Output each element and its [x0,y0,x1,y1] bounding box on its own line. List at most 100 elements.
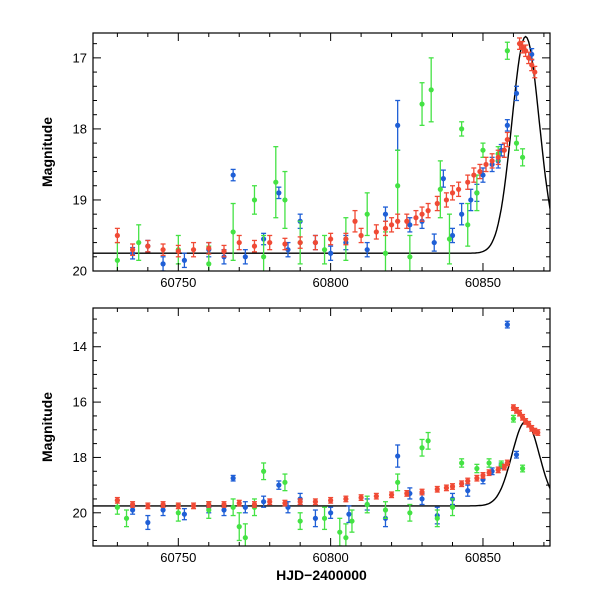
data-point [364,495,370,514]
data-point [276,186,282,200]
x-tick-label: 60800 [313,275,349,290]
data-point [145,502,151,510]
data-point [419,206,425,222]
data-point [242,523,248,546]
data-point [474,474,480,482]
data-point [495,149,501,166]
data-point [373,492,379,500]
data-point [404,213,410,230]
data-point [267,234,273,251]
y-axis-label: Magnitude [39,392,55,462]
data-point [468,188,474,212]
data-point [413,209,419,226]
y-tick-label: 14 [73,339,87,354]
data-point [261,495,267,508]
data-point [459,480,465,488]
data-point [373,224,379,240]
y-tick-label: 18 [73,121,87,136]
y-tick-label: 18 [73,450,87,465]
data-point [282,170,288,230]
plot-frame [92,32,551,272]
data-point [449,227,456,244]
y-tick-label: 19 [73,192,87,207]
data-point [382,231,389,271]
data-point [449,498,456,517]
data-point [321,234,328,265]
data-point [251,185,258,215]
x-axis-label: HJD−2400000 [276,567,367,583]
data-point [364,192,370,237]
data-point [175,502,181,510]
data-point [321,506,328,531]
data-point [480,142,486,158]
data-point [145,239,151,253]
data-point [535,429,541,436]
data-point [343,495,349,503]
data-point [504,459,510,467]
data-point [206,241,212,255]
x-tick-label: 60800 [313,550,349,565]
data-point [529,47,535,61]
data-point [395,99,401,151]
data-point [221,244,227,258]
data-point [297,236,303,249]
data-point [388,491,395,499]
data-point [328,232,334,246]
data-point [206,501,212,508]
data-point [328,496,334,504]
model-curve [93,35,550,254]
data-point [221,501,227,508]
data-point [519,464,526,473]
data-point [388,217,395,233]
data-point [261,234,267,271]
data-point [181,507,187,521]
data-point [477,163,483,180]
data-point [510,414,517,423]
data-point [352,209,358,233]
data-point [504,119,510,132]
y-tick-label: 16 [73,395,87,410]
x-tick-label: 60750 [160,275,196,290]
data-point [395,149,401,222]
data-point [312,498,319,506]
data-point [282,473,288,492]
data-point [285,241,291,258]
data-point [230,202,236,261]
data-point [160,243,166,257]
data-point [459,458,465,468]
data-point [382,220,389,237]
data-point [407,503,413,522]
data-point [446,213,453,265]
data-point [519,40,526,54]
data-point [474,463,480,474]
data-point [434,509,440,528]
data-point [486,469,492,477]
data-point [267,498,273,506]
data-point [273,146,279,219]
data-point [513,450,520,459]
data-point [495,466,501,474]
data-point [251,239,258,253]
data-point [382,206,389,222]
data-point [519,148,526,167]
data-point [236,234,242,251]
data-point [145,514,151,531]
y-tick-label: 17 [73,50,87,65]
data-point [513,85,520,102]
data-point [504,41,510,60]
data-point [471,167,477,183]
data-point [465,174,471,190]
data-point [434,485,440,493]
data-point [123,509,130,528]
data-point [480,472,486,479]
data-point [474,174,480,212]
data-point [312,234,319,251]
data-point [190,241,197,258]
data-point [489,153,495,169]
data-point [532,65,538,79]
data-point [483,156,489,173]
data-point [337,517,343,546]
data-point [480,167,486,183]
data-point [130,501,136,508]
data-point [136,224,142,261]
